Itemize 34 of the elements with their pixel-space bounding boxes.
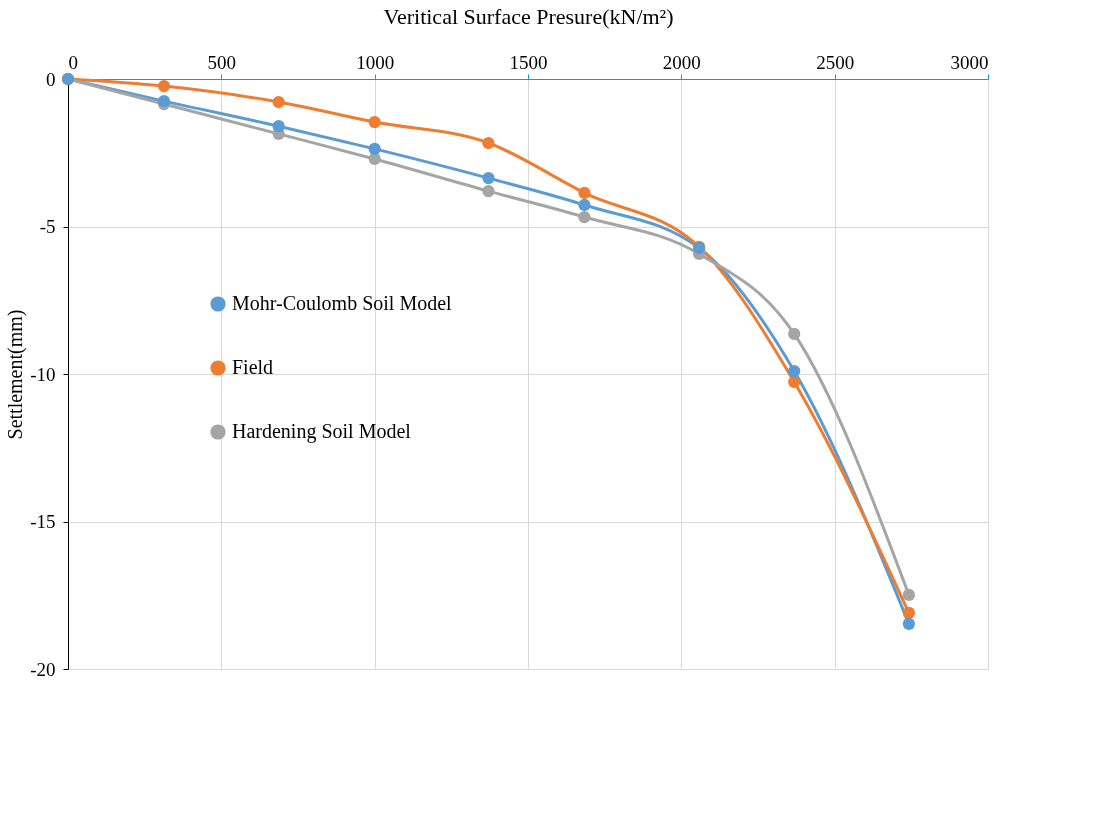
point xyxy=(482,184,495,198)
point xyxy=(902,588,915,602)
point xyxy=(368,142,381,156)
legend-label: Mohr-Coulomb Soil Model xyxy=(232,292,453,314)
point xyxy=(157,79,171,93)
x-tick-label: 0 xyxy=(68,51,78,73)
y-tick-label: 0 xyxy=(46,68,56,90)
point xyxy=(902,617,915,630)
x-tick-label: 2500 xyxy=(816,51,855,73)
point xyxy=(578,198,591,212)
legend-label: Hardening Soil Model xyxy=(232,420,412,443)
point xyxy=(482,172,495,185)
legend-label: Field xyxy=(232,356,274,378)
point xyxy=(272,120,285,133)
x-axis-title: Veritical Surface Presure(kN/m²) xyxy=(383,3,674,29)
point xyxy=(788,364,801,378)
x-tick-label: 1500 xyxy=(509,51,548,73)
y-tick-label: -5 xyxy=(39,216,56,237)
point xyxy=(272,95,285,109)
point xyxy=(902,606,915,620)
y-tick-label: -20 xyxy=(30,658,56,680)
point xyxy=(482,136,495,150)
y-axis-title: Settlement(mm) xyxy=(4,309,28,440)
x-tick-label: 1000 xyxy=(356,51,395,73)
point xyxy=(368,115,381,129)
x-tick-label: 3000 xyxy=(950,51,989,73)
x-tick-label: 2000 xyxy=(662,51,701,73)
y-tick-label: -15 xyxy=(30,511,56,532)
point xyxy=(788,375,801,389)
point xyxy=(578,186,591,199)
point xyxy=(578,210,591,224)
point xyxy=(788,327,801,340)
y-tick-label: -10 xyxy=(30,363,56,385)
x-tick-label: 500 xyxy=(207,51,237,73)
